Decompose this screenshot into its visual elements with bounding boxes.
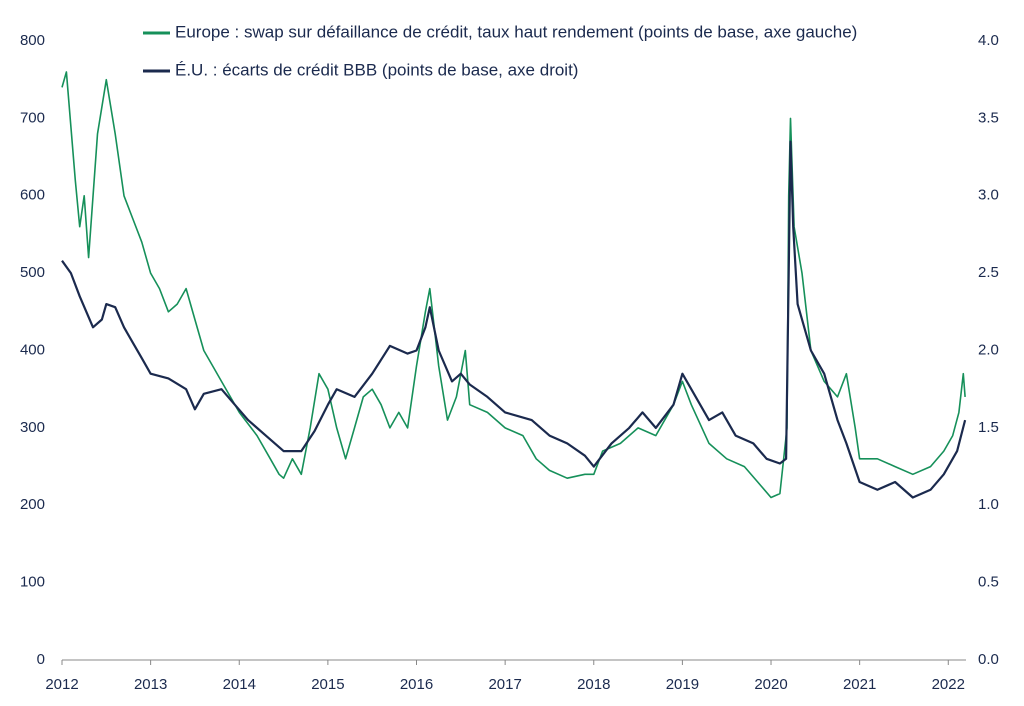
y-tick-label: 100 [20,574,45,591]
y-tick-label: 700 [20,109,45,126]
y2-tick-label: 2.5 [978,264,999,281]
x-tick-label: 2017 [488,676,521,693]
y2-tick-label: 1.0 [978,496,999,513]
x-tick-label: 2014 [223,676,256,693]
y2-tick-label: 1.5 [978,419,999,436]
legend-label: É.U. : écarts de crédit BBB (points de b… [175,60,578,79]
x-tick-label: 2022 [932,676,965,693]
y-tick-label: 0 [37,651,45,668]
x-tick-label: 2012 [45,676,78,693]
y-tick-label: 500 [20,264,45,281]
y-tick-label: 600 [20,187,45,204]
x-tick-label: 2019 [666,676,699,693]
legend-label: Europe : swap sur défaillance de crédit,… [175,22,857,41]
y2-tick-label: 4.0 [978,32,999,49]
x-tick-label: 2016 [400,676,433,693]
x-tick-label: 2013 [134,676,167,693]
y-tick-label: 400 [20,341,45,358]
y-tick-label: 300 [20,419,45,436]
x-tick-label: 2015 [311,676,344,693]
x-tick-label: 2021 [843,676,876,693]
y2-tick-label: 0.5 [978,574,999,591]
y2-tick-label: 0.0 [978,651,999,668]
series-line [61,71,966,499]
y-tick-label: 200 [20,496,45,513]
y2-tick-label: 3.5 [978,109,999,126]
y2-tick-label: 3.0 [978,187,999,204]
y-tick-label: 800 [20,32,45,49]
x-tick-label: 2020 [754,676,787,693]
x-tick-label: 2018 [577,676,610,693]
y2-tick-label: 2.0 [978,341,999,358]
series-line [61,140,967,499]
